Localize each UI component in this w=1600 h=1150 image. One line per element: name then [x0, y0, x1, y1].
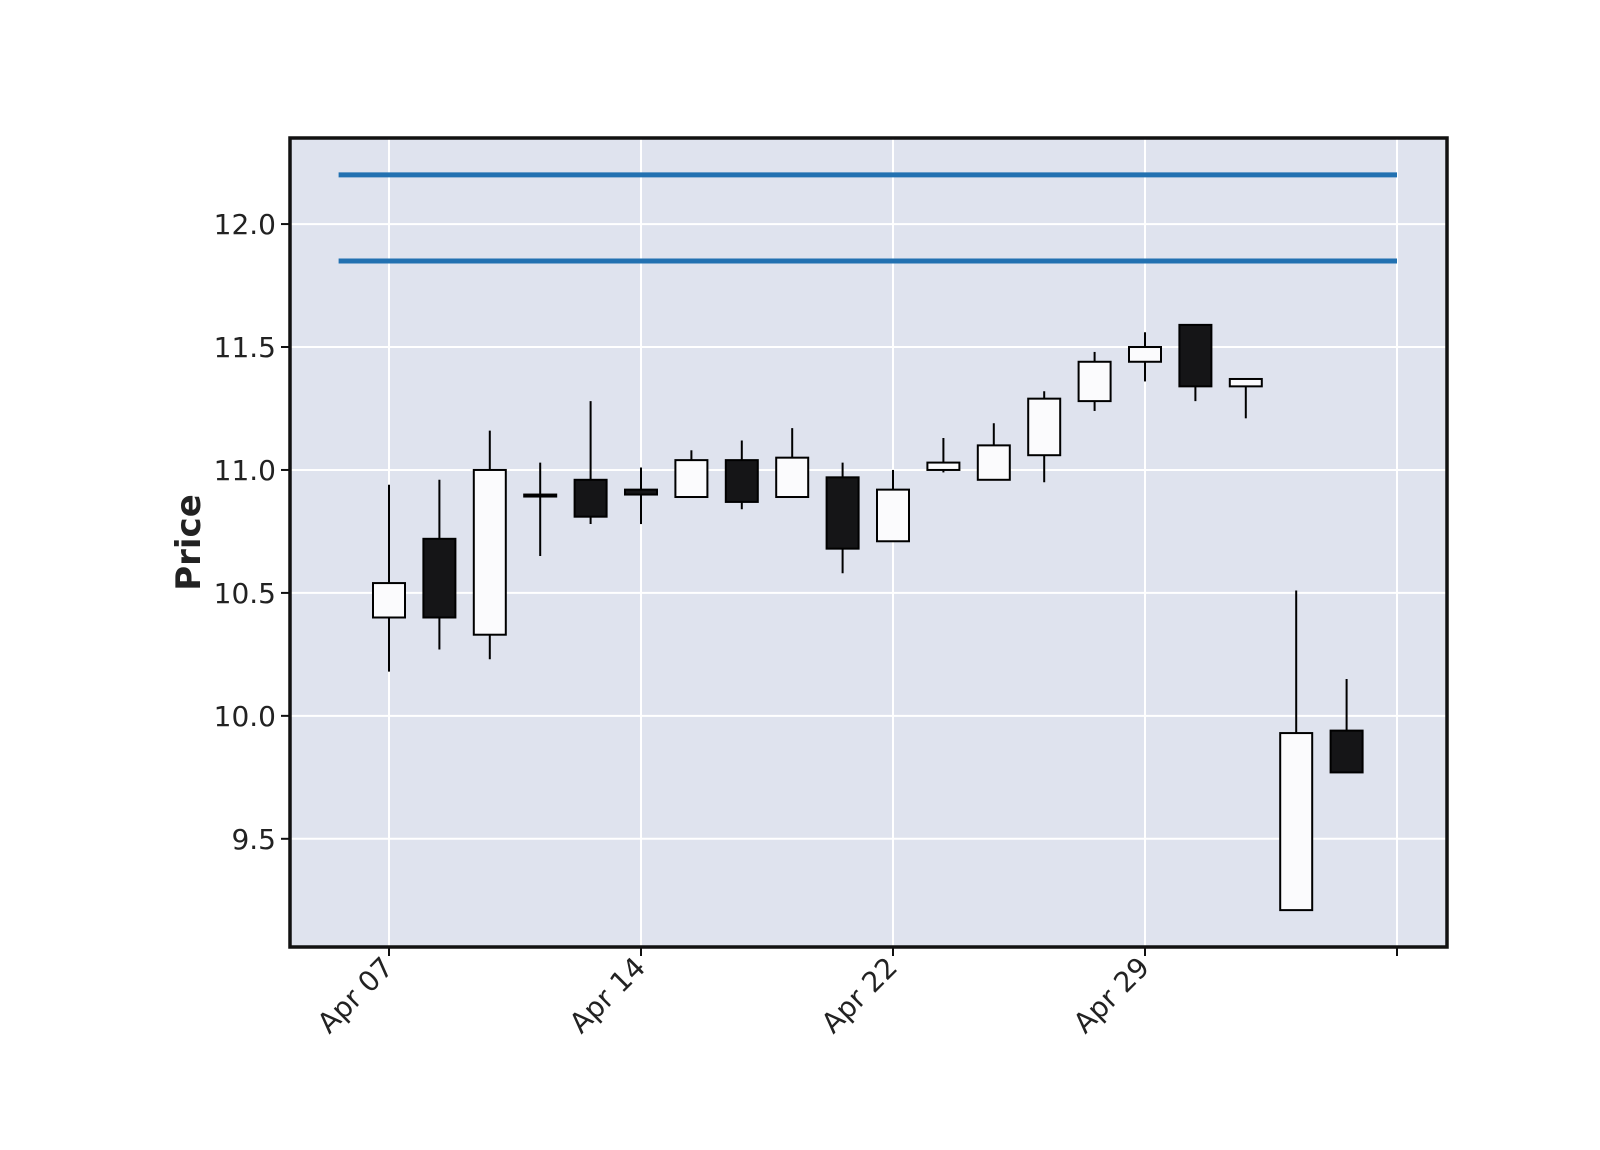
candle [926, 437, 961, 473]
x-tick-label: Apr 29 [1067, 951, 1156, 1040]
x-tick-label: Apr 14 [563, 951, 652, 1040]
y-tick-label: 10.0 [214, 700, 276, 733]
candle [1178, 323, 1213, 402]
candle [724, 440, 759, 510]
candle-body [1128, 346, 1162, 363]
candle-body [573, 478, 608, 518]
candle [472, 430, 507, 660]
candle [523, 462, 558, 557]
x-tick-label: Apr 07 [311, 951, 400, 1040]
candle [1279, 590, 1314, 912]
candle-body [724, 459, 759, 503]
candle [1329, 678, 1364, 774]
candle [775, 428, 810, 499]
y-axis-title: Price [169, 494, 209, 591]
candle [573, 401, 608, 525]
candle-body [372, 582, 406, 619]
x-axis: Apr 07 Apr 14 Apr 22 Apr 29 [311, 947, 1398, 1040]
candle [825, 462, 860, 574]
candle-body [422, 537, 457, 619]
candle [1228, 377, 1263, 419]
candle-body [1027, 397, 1062, 457]
candle-body [1178, 323, 1213, 388]
y-axis: 9.5 10.0 10.5 11.0 11.5 12.0 [214, 208, 290, 856]
y-tick-label: 9.5 [231, 823, 276, 856]
candle-body [976, 444, 1011, 481]
candle-body [523, 493, 558, 498]
candle-body [624, 488, 658, 496]
candle-body [825, 476, 860, 550]
candle-body [1279, 732, 1314, 912]
candles [372, 323, 1364, 912]
candle [624, 467, 658, 525]
y-tick-label: 10.5 [214, 577, 276, 610]
candle [422, 479, 457, 650]
plot-frame [288, 136, 1449, 949]
candle-body [1329, 729, 1364, 774]
candle-body [1228, 377, 1263, 388]
candle-body [775, 456, 810, 499]
y-tick-label: 11.0 [214, 454, 276, 487]
horizontal-lines [338, 172, 1397, 264]
candle-body [1077, 360, 1112, 403]
candle-body [674, 459, 709, 499]
candle-body [876, 488, 910, 543]
candle-body [472, 468, 507, 636]
candle [1128, 332, 1162, 382]
x-tick-label: Apr 22 [815, 951, 904, 1040]
candle [1077, 351, 1112, 411]
candle [876, 469, 910, 543]
y-tick-label: 12.0 [214, 208, 276, 241]
candle [674, 450, 709, 499]
candle-body [926, 461, 961, 471]
candle [976, 423, 1011, 481]
candle [372, 484, 406, 672]
y-tick-label: 11.5 [214, 331, 276, 364]
candle [1027, 391, 1062, 483]
